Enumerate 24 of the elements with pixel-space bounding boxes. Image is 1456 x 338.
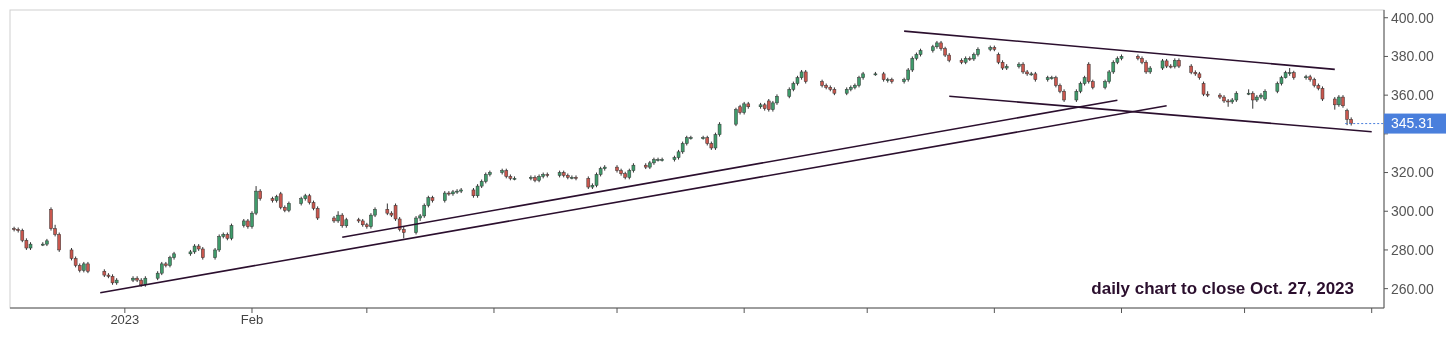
candlestick [451, 189, 455, 197]
candlestick [1304, 74, 1308, 81]
candlestick [49, 206, 53, 232]
x-tick-label: 2023 [110, 312, 140, 327]
y-tick-label: 280.00 [1391, 241, 1435, 258]
candlestick [135, 275, 139, 283]
candlestick [734, 107, 738, 127]
candlestick [570, 174, 574, 180]
candlestick [529, 174, 533, 181]
candlestick [131, 275, 135, 283]
candlestick [1017, 61, 1021, 69]
x-tick-label: Feb [240, 312, 264, 327]
candlestick [656, 157, 660, 163]
y-tick-label: 380.00 [1391, 48, 1435, 65]
annotation: daily chart to close Oct. 27, 2023 [1091, 279, 1354, 298]
y-tick-label: 400.00 [1391, 9, 1435, 26]
candlestick [574, 174, 578, 181]
y-tick-label: 320.00 [1391, 164, 1435, 181]
candlestick [660, 157, 664, 163]
y-tick-label: 360.00 [1391, 87, 1435, 104]
ref-line-label: 345.31 [1391, 115, 1435, 132]
y-tick-label: 260.00 [1391, 280, 1435, 297]
y-tick-label: 300.00 [1391, 203, 1435, 220]
candlestick [1226, 98, 1230, 108]
